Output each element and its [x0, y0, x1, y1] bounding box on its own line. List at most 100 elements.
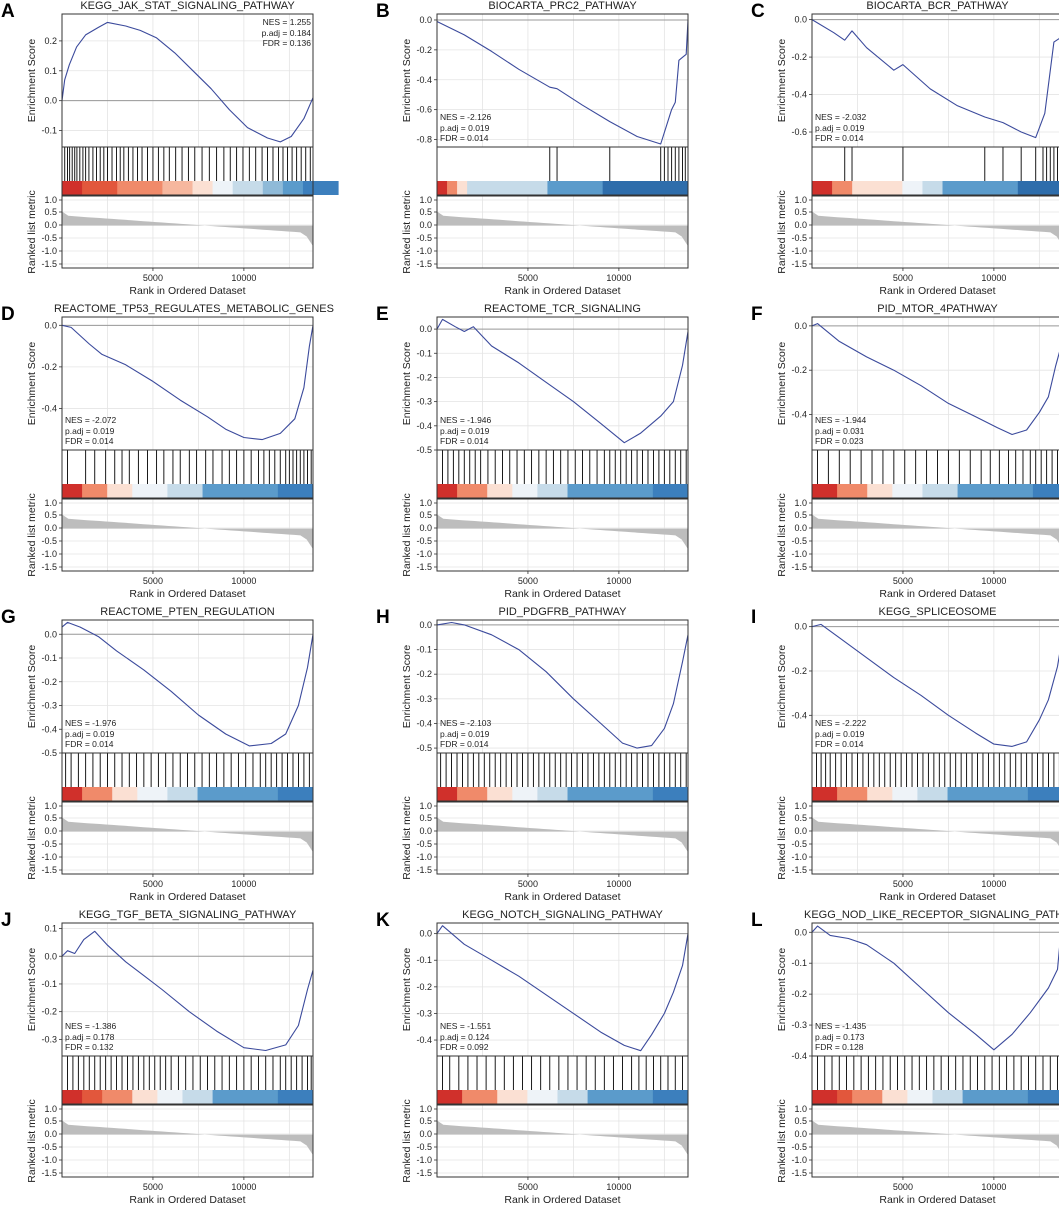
panel-title: BIOCARTA_PRC2_PATHWAY [488, 0, 637, 12]
es-tick-label: -0.8 [416, 135, 432, 145]
heat-segment [547, 181, 604, 195]
hit-frame [811, 1055, 1059, 1105]
heat-segment [1027, 787, 1059, 801]
panel-plot: 0.1 0.0 -0.1 -0.2 -0.3 1.0 0.5 0.0 -0.5 -1.0 -1.5 5… [26, 922, 314, 1206]
fdr-label: FDR = 0.014 [440, 436, 489, 446]
heat-segment [212, 1090, 279, 1104]
padj-label: p.adj = 0.019 [440, 425, 490, 436]
es-axis-title: Enrichment Score [26, 645, 38, 729]
es-axis-title: Enrichment Score [26, 39, 38, 123]
stats-box: NES = -1.551 p.adj = 0.124 FDR = 0.092 [440, 1021, 491, 1053]
rank-tick-label: 10000 [981, 576, 1006, 586]
ranked-metric-area [62, 211, 313, 247]
es-tick-label: -0.6 [791, 127, 807, 137]
heat-segment [812, 1090, 838, 1104]
fdr-label: FDR = 0.014 [440, 133, 489, 143]
heat-segment [527, 1090, 558, 1104]
rank-tick-label: 10000 [606, 273, 631, 283]
stats-box: NES = 1.255 p.adj = 0.184 FDR = 0.136 [262, 17, 311, 49]
metric-tick-label: -1.5 [416, 1168, 432, 1178]
heat-segment [947, 787, 1029, 801]
panel-title: KEGG_NOD_LIKE_RECEPTOR_SIGNALING_PATHWAY [804, 909, 1059, 921]
hit-frame [61, 1055, 314, 1105]
metric-tick-label: 0.0 [419, 523, 432, 533]
heat-segment [867, 484, 893, 498]
heat-segment [587, 1090, 654, 1104]
gsea-panel-a: 0.2 0.1 0.0 -0.1 1.0 0.5 0.0 -0.5 -1.0 -1.5 5000 10… [0, 0, 353, 303]
ranked-metric-area [62, 514, 313, 550]
heat-segment [537, 787, 569, 801]
ranked-metric-area [812, 817, 1059, 847]
metric-tick-label: -1.5 [41, 865, 57, 875]
metric-tick-label: 0.5 [44, 1116, 57, 1126]
rank-axis-title: Rank in Ordered Dataset [504, 891, 620, 903]
metric-tick-label: 0.5 [44, 510, 57, 520]
heat-segment [62, 484, 83, 498]
es-tick-label: -0.2 [416, 982, 432, 992]
panel-letter: D [1, 304, 15, 325]
es-axis-title: Enrichment Score [776, 645, 788, 729]
nes-label: NES = -1.946 [440, 415, 492, 425]
es-tick-label: 0.0 [44, 96, 57, 106]
metric-tick-label: -1.5 [791, 562, 807, 572]
heat-segment [462, 1090, 498, 1104]
ranked-metric-area [62, 817, 313, 853]
heat-segment [892, 484, 923, 498]
es-curve [436, 19, 689, 145]
metric-tick-label: 0.0 [44, 826, 57, 836]
panel-title: PID_PDGFRB_PATHWAY [498, 606, 627, 618]
heat-segment [182, 1090, 214, 1104]
gsea-panel-k: 0.0 -0.1 -0.2 -0.3 -0.4 1.0 0.5 0.0 -0.5 -1.0 -1.5… [375, 909, 728, 1212]
metric-tick-label: -0.5 [416, 536, 432, 546]
rank-axis-title: Rank in Ordered Dataset [504, 588, 620, 600]
nes-label: NES = -2.222 [815, 718, 867, 728]
gsea-panel-f: 0.0 -0.2 -0.4 1.0 0.5 0.0 -0.5 -1.0 -1.5 5000 1000… [750, 303, 1059, 606]
panel-title: REACTOME_TP53_REGULATES_METABOLIC_GENES [54, 303, 334, 315]
es-tick-label: -0.5 [416, 743, 432, 753]
panel-plot: 0.0 -0.1 -0.2 -0.3 -0.4 -0.5 1.0 0.5 0.0 -0.5 -1.0… [401, 619, 689, 903]
heat-segment [447, 181, 458, 195]
ranked-metric-area [437, 211, 688, 247]
heat-segment [232, 181, 264, 195]
rank-axis-title: Rank in Ordered Dataset [879, 588, 995, 600]
heat-segment [167, 484, 204, 498]
es-tick-label: -0.6 [416, 105, 432, 115]
rank-axis-title: Rank in Ordered Dataset [129, 588, 245, 600]
metric-frame [61, 1104, 314, 1178]
es-tick-label: 0.0 [419, 15, 432, 25]
rank-tick-label: 5000 [518, 576, 538, 586]
metric-tick-label: 0.5 [794, 207, 807, 217]
panel-title: REACTOME_TCR_SIGNALING [484, 303, 641, 315]
heat-segment [62, 1090, 83, 1104]
es-axis-title: Enrichment Score [401, 645, 413, 729]
metric-tick-label: -1.5 [416, 562, 432, 572]
es-axis-title: Enrichment Score [776, 342, 788, 426]
ranked-metric-area [812, 514, 1059, 544]
gsea-panel-h: 0.0 -0.1 -0.2 -0.3 -0.4 -0.5 1.0 0.5 0.0 -0.5 -1.0… [375, 606, 728, 909]
es-tick-label: 0.1 [44, 66, 57, 76]
heat-segment [537, 484, 569, 498]
stats-box: NES = -2.222 p.adj = 0.019 FDR = 0.014 [815, 718, 866, 750]
heat-segment [277, 1090, 314, 1104]
es-tick-label: -0.1 [41, 653, 57, 663]
panel-plot: 0.2 0.1 0.0 -0.1 1.0 0.5 0.0 -0.5 -1.0 -1.5 5000 10… [26, 13, 339, 297]
heat-segment [437, 181, 448, 195]
rank-tick-label: 10000 [231, 879, 256, 889]
heat-segment [167, 787, 199, 801]
metric-tick-label: -1.0 [791, 549, 807, 559]
heat-segment [942, 181, 1019, 195]
panel-plot: 0.0 -0.2 -0.4 1.0 0.5 0.0 -0.5 -1.0 -1.5 5000 1000… [776, 619, 1059, 903]
metric-axis-title: Ranked list metric [401, 796, 413, 879]
fdr-label: FDR = 0.023 [815, 436, 864, 446]
stats-box: NES = -2.126 p.adj = 0.019 FDR = 0.014 [440, 112, 491, 144]
es-tick-label: -0.2 [416, 669, 432, 679]
es-tick-label: -0.4 [791, 410, 807, 420]
panel-title: PID_MTOR_4PATHWAY [877, 303, 998, 315]
es-tick-label: -0.2 [791, 52, 807, 62]
metric-tick-label: -1.0 [791, 852, 807, 862]
es-axis-title: Enrichment Score [776, 39, 788, 123]
metric-tick-label: 0.0 [44, 220, 57, 230]
heat-segment [82, 787, 113, 801]
es-curve [61, 930, 314, 1052]
panel-title: KEGG_TGF_BETA_SIGNALING_PATHWAY [78, 909, 297, 921]
